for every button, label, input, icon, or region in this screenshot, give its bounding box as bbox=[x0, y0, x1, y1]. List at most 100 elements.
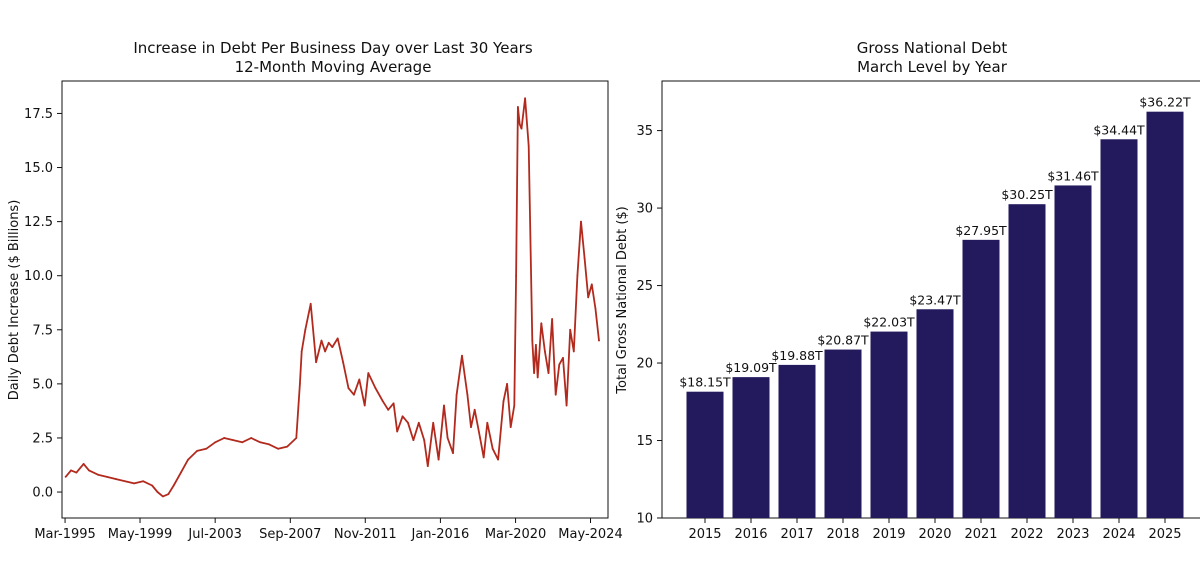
line-data-point bbox=[513, 404, 516, 407]
bar-chart-x-tick-label: 2023 bbox=[1056, 527, 1089, 542]
line-chart-y-tick-label: 12.5 bbox=[24, 215, 53, 230]
line-data-point bbox=[520, 127, 523, 130]
line-chart-y-tick-label: 2.5 bbox=[32, 431, 53, 446]
line-data-point bbox=[580, 220, 582, 223]
line-data-point bbox=[64, 475, 67, 478]
debt-bar-2020 bbox=[916, 309, 954, 518]
line-data-point bbox=[196, 450, 199, 452]
debt-bar-2021 bbox=[962, 239, 1000, 518]
line-data-point bbox=[156, 491, 159, 493]
bar-chart-x-tick-label: 2022 bbox=[1010, 527, 1043, 542]
line-data-point bbox=[347, 387, 350, 390]
bar-value-label: $31.46T bbox=[1047, 168, 1099, 183]
line-data-point bbox=[358, 378, 361, 381]
line-data-point bbox=[535, 344, 537, 346]
line-data-point bbox=[518, 123, 521, 126]
line-data-point bbox=[367, 372, 370, 374]
line-data-point bbox=[133, 482, 135, 485]
line-data-point bbox=[401, 415, 404, 418]
line-chart-title: Increase in Debt Per Business Day over L… bbox=[133, 39, 532, 57]
bar-chart-y-tick-label: 20 bbox=[636, 357, 653, 372]
bar-chart-subtitle: March Level by Year bbox=[857, 58, 1008, 76]
line-data-point bbox=[479, 437, 481, 439]
line-chart-y-tick-label: 0.0 bbox=[32, 486, 53, 501]
line-chart-x-tick-label: Jan-2016 bbox=[411, 527, 470, 542]
bar-chart-y-tick-label: 10 bbox=[636, 512, 653, 527]
bar-chart-x-tick-label: 2016 bbox=[734, 527, 767, 542]
line-chart-x-tick-label: Sep-2007 bbox=[259, 527, 321, 542]
bar-chart-x-tick-label: 2025 bbox=[1148, 527, 1181, 542]
line-chart-x-tick-label: May-2024 bbox=[558, 527, 622, 542]
line-chart-y-tick-label: 7.5 bbox=[32, 323, 53, 338]
line-data-point bbox=[576, 274, 579, 277]
line-chart-x-tick-label: Mar-2020 bbox=[485, 527, 546, 542]
line-data-point bbox=[180, 471, 182, 474]
line-data-point bbox=[533, 372, 536, 374]
line-data-point bbox=[491, 447, 494, 450]
debt-bar-2022 bbox=[1008, 204, 1046, 518]
bar-chart: Gross National Debt March Level by Year … bbox=[615, 39, 1200, 542]
line-data-point bbox=[443, 404, 445, 407]
line-data-point bbox=[241, 441, 244, 444]
line-chart-subtitle: 12-Month Moving Average bbox=[235, 58, 432, 76]
line-data-point bbox=[554, 393, 557, 396]
line-data-point bbox=[482, 456, 485, 459]
line-chart-y-tick-label: 17.5 bbox=[24, 107, 53, 122]
line-data-point bbox=[452, 452, 454, 454]
bar-chart-y-tick-label: 15 bbox=[636, 434, 653, 449]
line-data-point bbox=[551, 318, 554, 320]
bar-chart-y-tick-label: 30 bbox=[636, 202, 653, 217]
line-data-point bbox=[466, 393, 469, 396]
line-data-point bbox=[594, 307, 597, 310]
bar-chart-title: Gross National Debt bbox=[857, 39, 1008, 57]
line-chart: Increase in Debt Per Business Day over L… bbox=[7, 39, 623, 542]
line-data-point bbox=[268, 443, 271, 446]
line-data-point bbox=[295, 437, 298, 439]
line-data-point bbox=[590, 283, 593, 286]
line-data-point bbox=[412, 439, 415, 442]
line-data-point bbox=[315, 361, 317, 364]
line-data-point bbox=[232, 439, 235, 442]
line-data-point bbox=[300, 350, 303, 353]
line-data-point bbox=[473, 408, 476, 411]
line-chart-y-tick-label: 15.0 bbox=[24, 161, 53, 176]
line-data-point bbox=[88, 469, 90, 472]
line-data-point bbox=[531, 339, 534, 342]
line-data-point bbox=[562, 357, 564, 359]
line-data-point bbox=[309, 302, 312, 305]
line-data-point bbox=[298, 382, 301, 385]
line-chart-plot-frame bbox=[61, 80, 609, 519]
debt-bar-2017 bbox=[778, 364, 816, 518]
line-data-point bbox=[82, 463, 85, 465]
line-chart-x-tick-label: May-1999 bbox=[108, 527, 172, 542]
line-data-point bbox=[565, 404, 568, 407]
line-data-point bbox=[342, 361, 345, 364]
bar-chart-x-tick-label: 2019 bbox=[872, 527, 905, 542]
debt-increase-series-line bbox=[64, 97, 600, 498]
line-data-point bbox=[142, 480, 144, 483]
line-data-point bbox=[502, 400, 505, 403]
bar-value-label: $30.25T bbox=[1001, 187, 1053, 202]
line-data-point bbox=[320, 339, 323, 342]
line-data-point bbox=[387, 408, 390, 411]
debt-bar-2023 bbox=[1054, 185, 1092, 518]
line-data-point bbox=[97, 473, 99, 476]
line-chart-y-tick-label: 5.0 bbox=[32, 377, 53, 392]
line-data-point bbox=[515, 274, 517, 277]
bar-chart-y-tick-label: 35 bbox=[636, 124, 653, 139]
line-data-point bbox=[536, 376, 539, 379]
bar-chart-x-tick-label: 2020 bbox=[918, 527, 951, 542]
line-data-point bbox=[517, 106, 519, 108]
bar-value-label: $18.15T bbox=[679, 375, 731, 390]
bar-value-label: $19.88T bbox=[771, 348, 823, 363]
line-data-point bbox=[407, 421, 409, 424]
line-data-point bbox=[509, 426, 512, 429]
line-data-point bbox=[151, 484, 153, 487]
line-data-point bbox=[259, 441, 262, 444]
debt-bar-2016 bbox=[732, 377, 770, 518]
line-data-point bbox=[327, 341, 330, 344]
debt-bar-2015 bbox=[686, 391, 724, 518]
line-data-point bbox=[417, 421, 420, 424]
bar-chart-x-tick-label: 2018 bbox=[826, 527, 859, 542]
line-chart-x-tick-label: Jul-2003 bbox=[187, 527, 241, 542]
